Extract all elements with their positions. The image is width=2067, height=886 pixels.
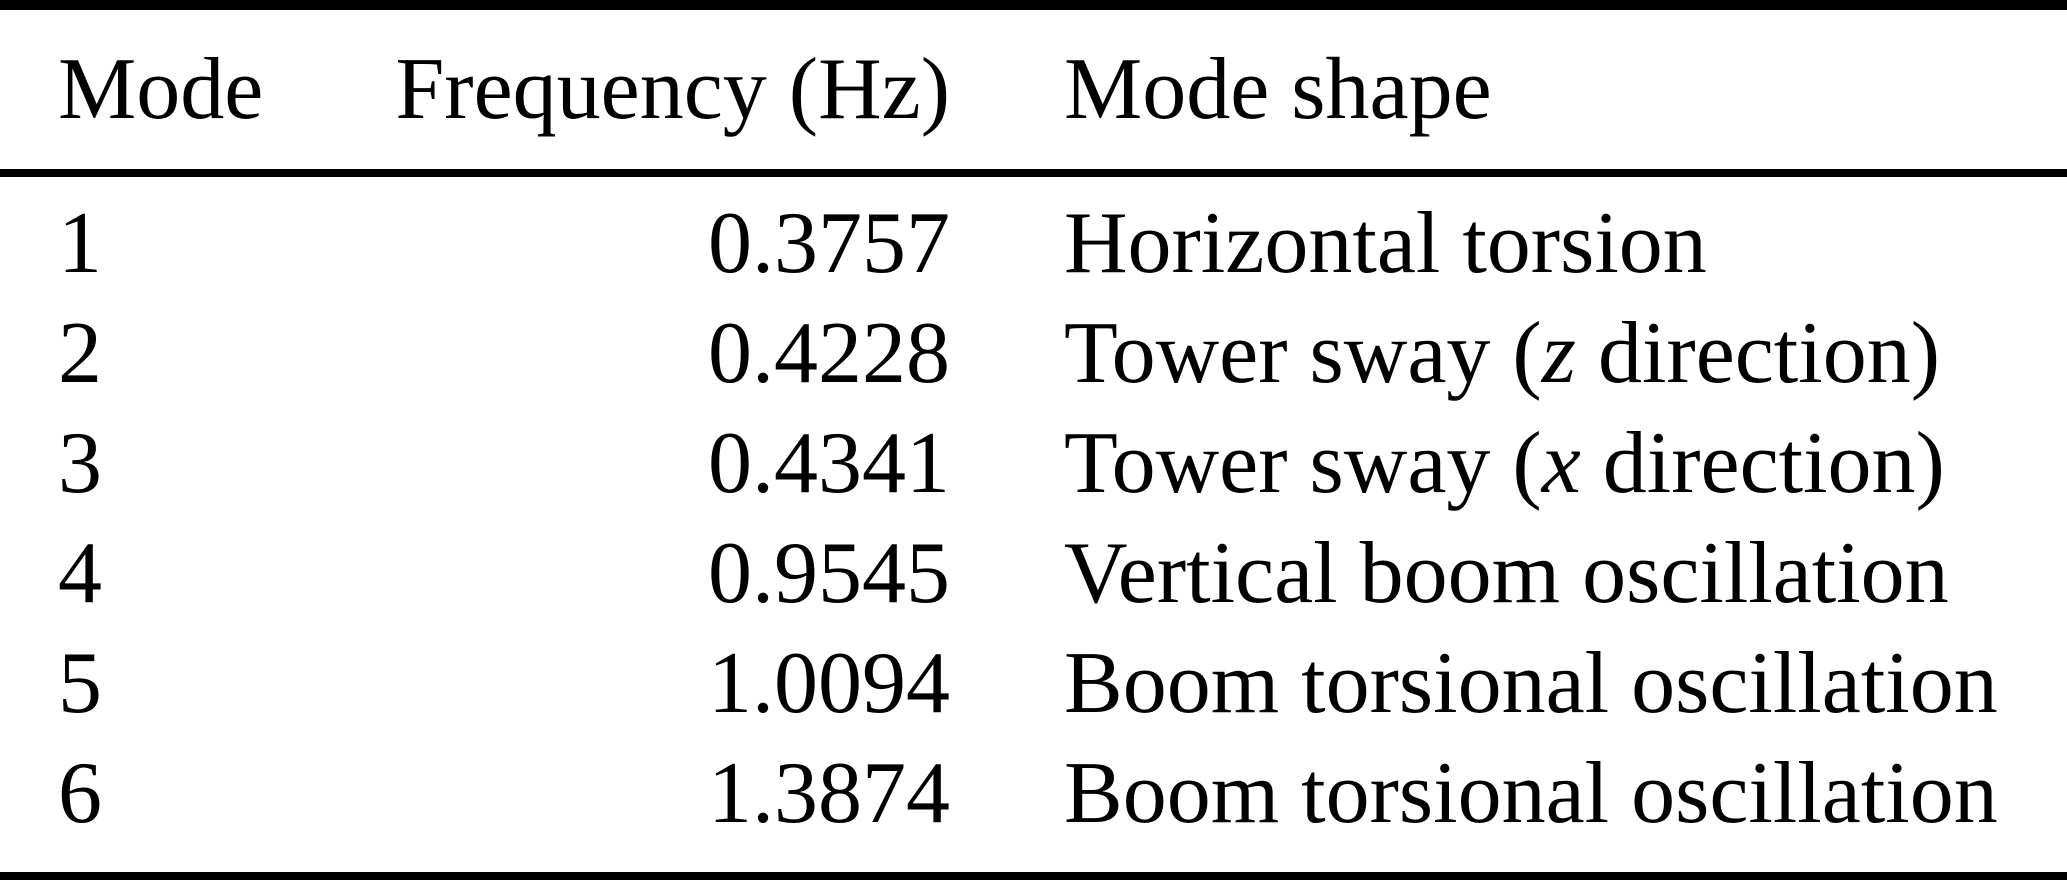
shape-text: Boom torsional oscillation xyxy=(1064,635,1998,732)
mode-cell: 6 xyxy=(58,745,102,842)
shape-text: Boom torsional oscillation xyxy=(1064,745,1998,842)
shape-cell: Boom torsional oscillation xyxy=(950,640,2067,728)
table-row: 4 0.9545 Vertical boom oscillation xyxy=(0,519,2067,629)
shape-text: Vertical boom oscillation xyxy=(1064,525,1949,622)
shape-cell: Vertical boom oscillation xyxy=(950,530,2067,618)
frequency-cell: 0.4228 xyxy=(708,305,950,402)
table-header-separator-rule xyxy=(0,169,2067,177)
shape-text: Horizontal torsion xyxy=(1064,195,1707,292)
shape-cell: Boom torsional oscillation xyxy=(950,750,2067,838)
shape-text: Tower sway ( xyxy=(1064,415,1542,512)
shape-text-suffix: direction) xyxy=(1580,415,1945,512)
table-body: 1 0.3757 Horizontal torsion 2 0.4228 Tow… xyxy=(0,177,2067,872)
frequency-cell: 0.3757 xyxy=(708,195,950,292)
table-row: 6 1.3874 Boom torsional oscillation xyxy=(0,739,2067,849)
mode-cell: 1 xyxy=(58,195,102,292)
shape-text-suffix: direction) xyxy=(1575,305,1941,402)
shape-text: Tower sway ( xyxy=(1064,305,1542,402)
shape-variable: z xyxy=(1541,305,1576,402)
column-header-frequency: Frequency (Hz) xyxy=(395,40,950,138)
mode-cell: 4 xyxy=(58,525,102,622)
shape-cell: Horizontal torsion xyxy=(950,200,2067,288)
table-top-rule xyxy=(0,0,2067,10)
table-row: 5 1.0094 Boom torsional oscillation xyxy=(0,629,2067,739)
mode-cell: 3 xyxy=(58,415,102,512)
shape-variable: x xyxy=(1541,415,1581,512)
column-header-mode: Mode xyxy=(58,40,264,138)
column-header-mode-shape: Mode shape xyxy=(1064,40,1492,138)
table-row: 1 0.3757 Horizontal torsion xyxy=(0,189,2067,299)
table-row: 2 0.4228 Tower sway (z direction) xyxy=(0,299,2067,409)
shape-cell: Tower sway (z direction) xyxy=(950,310,2067,398)
frequency-cell: 0.9545 xyxy=(708,525,950,622)
shape-cell: Tower sway (x direction) xyxy=(950,420,2067,508)
frequency-cell: 1.0094 xyxy=(708,635,950,732)
frequency-cell: 1.3874 xyxy=(708,745,950,842)
mode-cell: 5 xyxy=(58,635,102,732)
frequency-cell: 0.4341 xyxy=(708,415,950,512)
table-bottom-rule xyxy=(0,872,2067,880)
table-header-row: Mode Frequency (Hz) Mode shape xyxy=(0,10,2067,169)
table-row: 3 0.4341 Tower sway (x direction) xyxy=(0,409,2067,519)
mode-cell: 2 xyxy=(58,305,102,402)
